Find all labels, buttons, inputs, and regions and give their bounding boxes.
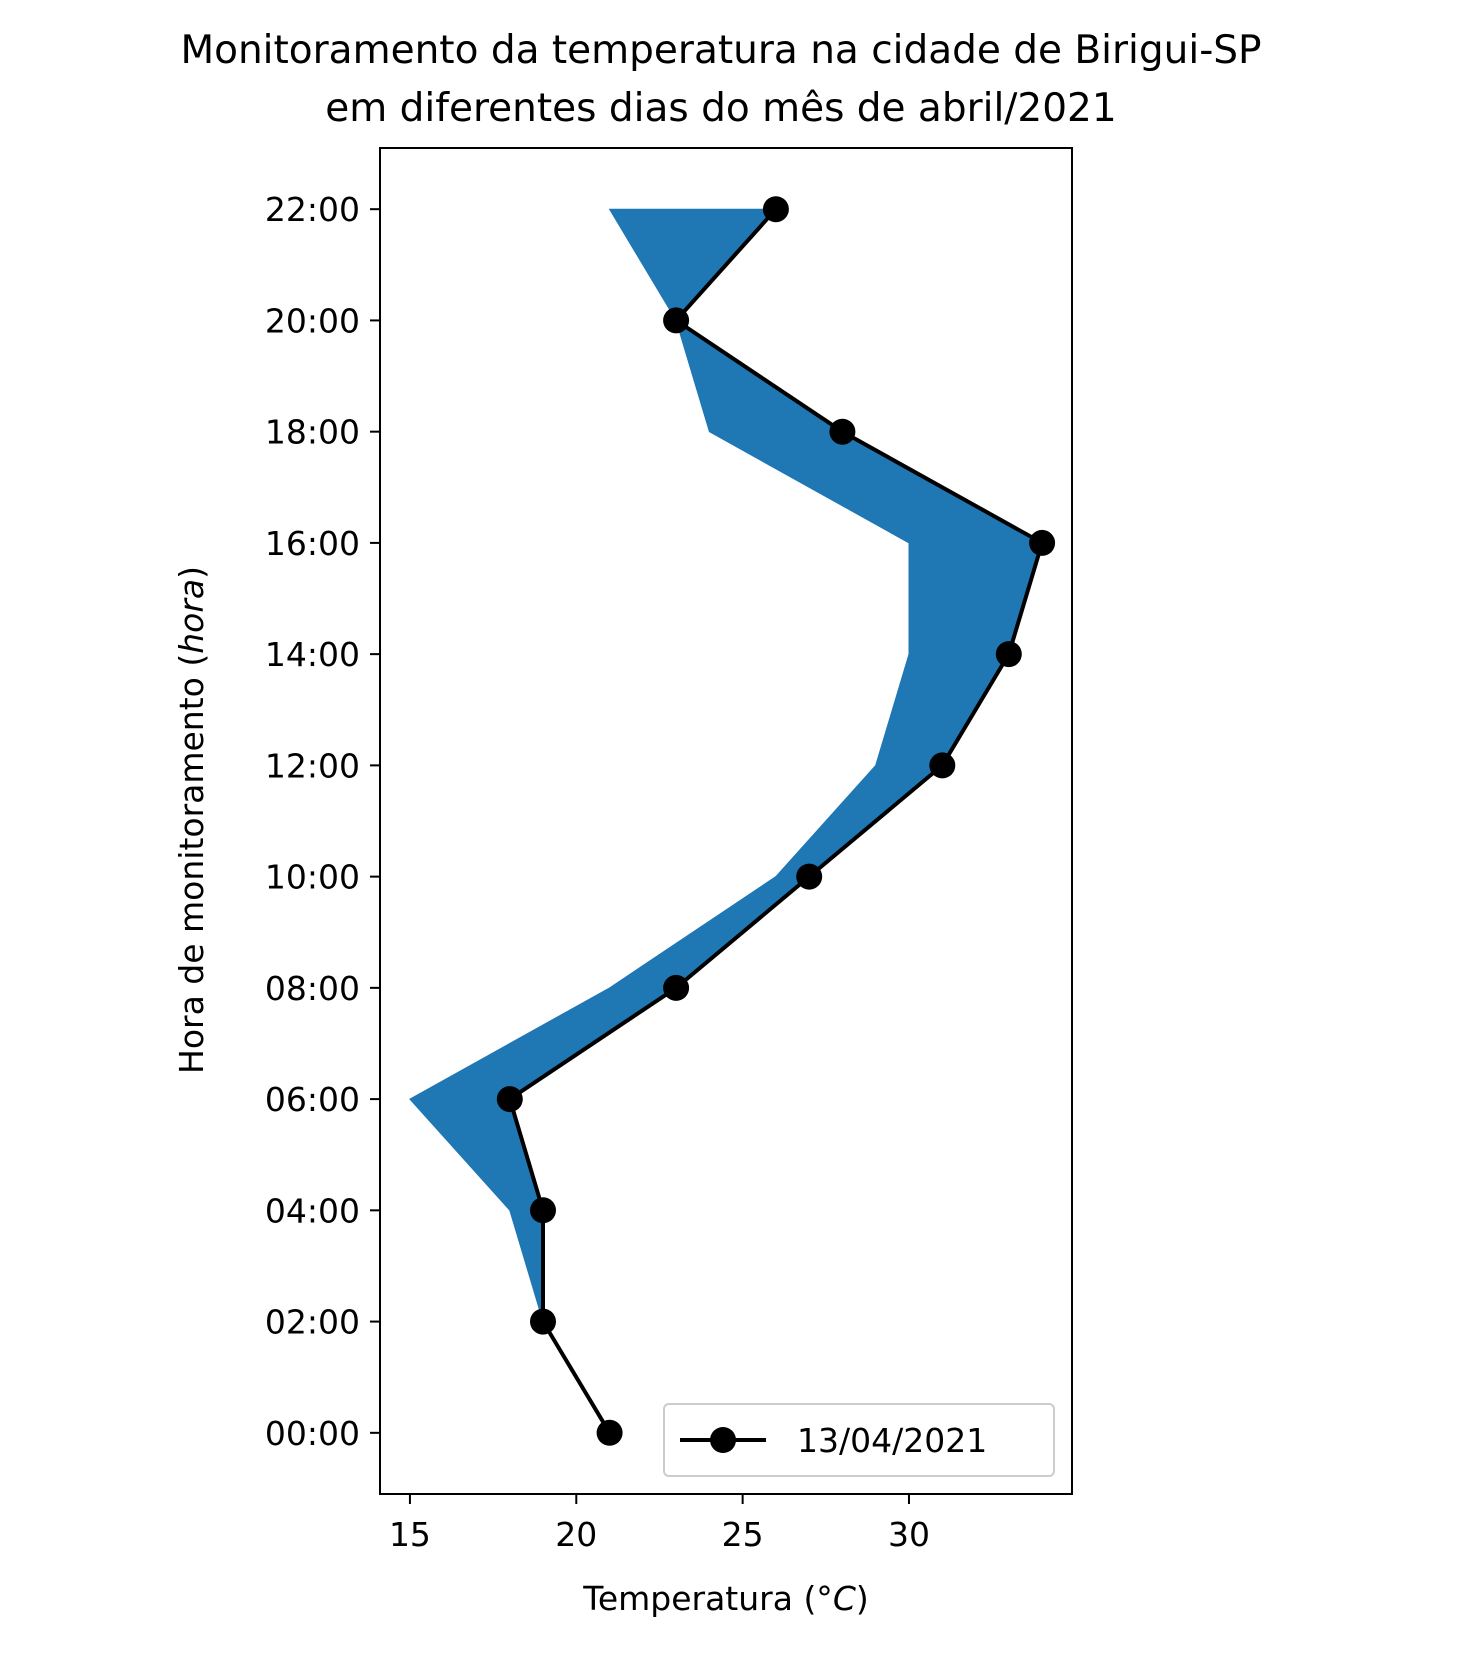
data-point — [596, 1419, 623, 1446]
data-point — [929, 752, 956, 779]
legend-marker-sample — [710, 1427, 736, 1453]
legend-box — [663, 1403, 1055, 1477]
y-tick-label: 10:00 — [265, 858, 360, 897]
data-point — [762, 196, 789, 223]
y-axis-label-suffix: ) — [172, 566, 211, 579]
y-tick-label: 22:00 — [265, 190, 360, 229]
y-tick-label: 14:00 — [265, 635, 360, 674]
y-tick-label: 06:00 — [265, 1080, 360, 1119]
x-axis-label: Temperatura (°C) — [582, 1579, 868, 1618]
x-axis-label-unit: C — [833, 1579, 856, 1618]
temperature-markers — [496, 196, 1056, 1446]
x-axis-label-prefix: Temperatura (° — [582, 1579, 833, 1618]
data-point — [496, 1086, 523, 1113]
series-line — [507, 207, 1045, 1434]
y-tick-label: 12:00 — [265, 746, 360, 785]
x-axis-label-suffix: ) — [856, 1579, 869, 1618]
y-tick-label: 18:00 — [265, 413, 360, 452]
x-tick-label: 30 — [888, 1515, 930, 1554]
temperature-series — [507, 207, 1045, 1434]
x-axis: 15 20 25 30 — [389, 1494, 930, 1554]
y-tick-label: 16:00 — [265, 524, 360, 563]
y-tick-label: 02:00 — [265, 1303, 360, 1342]
legend-entry-label: 13/04/2021 — [797, 1421, 987, 1460]
x-tick-label: 25 — [722, 1515, 764, 1554]
y-axis-label-prefix: Hora de monitoramento ( — [172, 654, 211, 1074]
data-point — [530, 1197, 556, 1224]
y-tick-label: 08:00 — [265, 969, 360, 1008]
data-point — [530, 1308, 556, 1335]
plot-area — [409, 196, 1056, 1446]
plot-frame — [379, 147, 1073, 1495]
legend: 13/04/2021 — [663, 1403, 1055, 1477]
chart-title-line-2: em diferentes dias do mês de abril/2021 — [325, 86, 1116, 131]
data-point — [995, 641, 1022, 668]
y-tick-label: 20:00 — [265, 301, 360, 340]
chart-title-line-1: Monitoramento da temperatura na cidade d… — [180, 28, 1261, 73]
y-axis-label-unit: hora — [172, 579, 211, 654]
data-point — [829, 418, 856, 445]
data-point — [663, 974, 690, 1001]
data-point — [796, 863, 823, 890]
y-tick-label: 00:00 — [265, 1414, 360, 1453]
y-axis-label: Hora de monitoramento (hora) — [172, 566, 211, 1074]
y-axis: 00:00 02:00 04:00 06:00 08:00 10:00 12:00 14:00… — [265, 190, 380, 1453]
x-tick-label: 20 — [555, 1515, 597, 1554]
x-tick-label: 15 — [389, 1515, 431, 1554]
y-tick-label: 04:00 — [265, 1191, 360, 1230]
data-point — [663, 307, 690, 334]
data-point — [1029, 529, 1056, 556]
